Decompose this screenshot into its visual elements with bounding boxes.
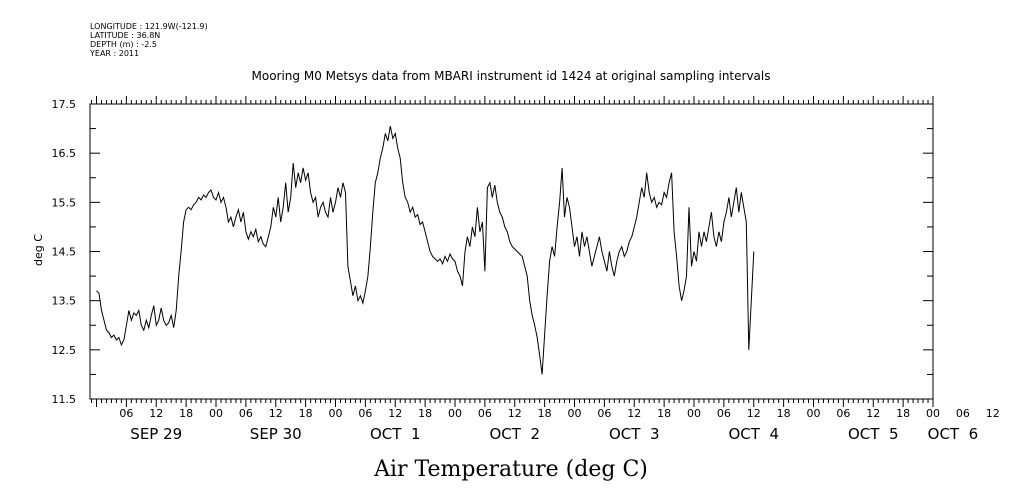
y-tick-label: 13.5 [52,295,77,308]
y-axis-label: deg C [32,234,45,266]
chart-title: Mooring M0 Metsys data from MBARI instru… [252,69,771,83]
plot-frame [89,103,934,400]
x-day-label: OCT 4 [728,425,779,443]
x-day-label: OCT 1 [370,425,421,443]
metadata-block: LONGITUDE : 121.9W(-121.9) LATITUDE : 36… [90,22,208,58]
x-day-label: OCT 6 [928,425,979,443]
x-hour-label: 12 [986,407,1000,420]
meta-year: YEAR : 2011 [90,49,140,58]
x-day-label: SEP 30 [250,425,302,443]
x-hour-label: 12 [508,407,522,420]
x-hour-label: 18 [538,407,552,420]
x-hour-label: 12 [149,407,163,420]
x-axis-label: Air Temperature (deg C) [373,457,648,482]
x-hour-label: 00 [448,407,462,420]
x-hour-label: 06 [358,407,372,420]
x-day-label: OCT 3 [609,425,660,443]
x-hour-label: 00 [687,407,701,420]
x-hour-label: 00 [209,407,223,420]
y-tick-label: 11.5 [52,393,77,406]
meta-longitude: LONGITUDE : 121.9W(-121.9) [90,22,208,31]
y-tick-label: 17.5 [52,98,77,111]
x-hour-label: 18 [657,407,671,420]
x-hour-label: 12 [627,407,641,420]
x-hour-label: 18 [299,407,313,420]
x-hour-label: 06 [119,407,133,420]
x-hour-label: 06 [239,407,253,420]
x-hour-label: 12 [269,407,283,420]
y-tick-label: 15.5 [52,196,77,209]
x-day-label: OCT 5 [848,425,899,443]
x-hour-label: 00 [568,407,582,420]
x-axis: 06 12 18 00 06 12 18 00 06 12 18 00 06 12 18 00 06 12 18 00… [91,96,1000,443]
series-line [96,126,755,375]
meta-latitude: LATITUDE : 36.8N [90,31,161,40]
x-hour-label: 12 [388,407,402,420]
y-axis: 11.5 12.5 13.5 14.5 15.5 16.5 17.5 [52,98,933,406]
x-hour-label: 06 [597,407,611,420]
x-hour-label: 12 [866,407,880,420]
x-hour-label: 00 [807,407,821,420]
x-day-label: SEP 29 [130,425,182,443]
x-hour-label: 00 [926,407,940,420]
x-hour-label: 18 [179,407,193,420]
x-hour-label: 00 [329,407,343,420]
x-hour-label: 18 [418,407,432,420]
meta-depth: DEPTH (m) : -2.5 [90,40,157,49]
y-tick-label: 12.5 [52,344,77,357]
x-hour-label: 18 [777,407,791,420]
x-hour-label: 12 [747,407,761,420]
x-hour-label: 06 [836,407,850,420]
x-day-label: OCT 2 [489,425,540,443]
x-hour-label: 06 [717,407,731,420]
y-tick-label: 16.5 [52,147,77,160]
x-hour-label: 06 [956,407,970,420]
y-tick-label: 14.5 [52,246,77,259]
x-hour-label: 06 [478,407,492,420]
x-hour-label: 18 [896,407,910,420]
